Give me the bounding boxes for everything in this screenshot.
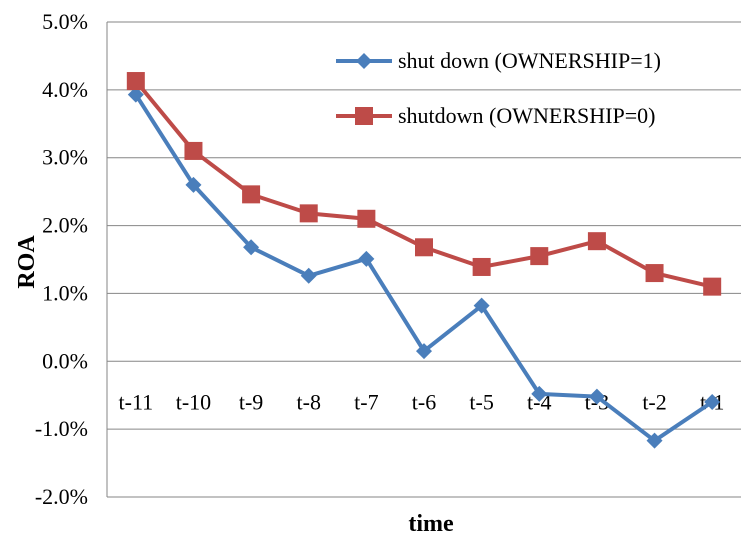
y-axis-tick-labels: -2.0% -1.0% 0.0% 1.0% 2.0% 3.0% 4.0% 5.0% — [35, 9, 88, 509]
y-tick-label: 2.0% — [42, 213, 88, 238]
data-point-diamond — [473, 297, 490, 314]
x-category-label: t-11 — [119, 389, 154, 414]
x-category-label: t-7 — [354, 389, 378, 414]
y-tick-label: -1.0% — [35, 416, 88, 441]
data-point-diamond — [358, 250, 375, 267]
data-point-square — [126, 72, 145, 91]
data-point-square — [587, 232, 606, 251]
legend-item-1: shut down (OWNERSHIP=1) — [336, 48, 661, 73]
legend-marker-square — [355, 107, 373, 125]
data-point-diamond — [704, 394, 721, 410]
data-point-diamond — [127, 86, 144, 103]
x-category-label: t-6 — [412, 389, 436, 414]
y-tick-label: 5.0% — [42, 9, 88, 34]
y-tick-label: 0.0% — [42, 348, 88, 373]
y-tick-label: 1.0% — [42, 280, 88, 305]
data-point-diamond — [185, 176, 202, 193]
data-point-diamond — [300, 267, 317, 284]
x-category-label: t-10 — [176, 389, 211, 414]
data-point-square — [184, 141, 203, 160]
series-lines — [126, 72, 722, 449]
data-point-diamond — [531, 385, 548, 402]
gridlines — [106, 21, 741, 498]
series-2 — [126, 72, 722, 296]
series-1 — [127, 86, 721, 449]
x-axis-title: time — [408, 511, 454, 537]
data-point-square — [703, 277, 722, 296]
y-tick-label: 3.0% — [42, 145, 88, 170]
data-point-square — [242, 185, 261, 204]
x-category-label: t-5 — [469, 389, 493, 414]
data-point-square — [357, 209, 376, 228]
data-point-diamond — [243, 239, 260, 256]
y-axis-title: ROA — [14, 235, 40, 289]
x-category-label: t-2 — [642, 389, 666, 414]
data-point-diamond — [646, 432, 663, 449]
legend-item-2: shutdown (OWNERSHIP=0) — [336, 103, 655, 128]
data-point-square — [472, 257, 491, 276]
legend-label: shutdown (OWNERSHIP=0) — [398, 103, 655, 128]
x-axis-category-labels: t-11t-10t-9t-8t-7t-6t-5t-4t-3t-2t-1 — [119, 389, 725, 414]
data-point-diamond — [416, 343, 432, 360]
data-point-square — [415, 238, 433, 257]
y-tick-label: 4.0% — [42, 77, 88, 102]
data-point-square — [299, 204, 318, 223]
x-category-label: t-9 — [239, 389, 263, 414]
data-point-square — [530, 247, 549, 266]
data-point-diamond — [588, 388, 605, 405]
y-tick-label: -2.0% — [35, 484, 88, 509]
legend-label: shut down (OWNERSHIP=1) — [398, 48, 661, 73]
legend: shut down (OWNERSHIP=1) shutdown (OWNERSH… — [336, 48, 661, 128]
legend-marker-diamond — [356, 53, 372, 69]
x-category-label: t-8 — [297, 389, 321, 414]
data-point-square — [645, 264, 664, 283]
